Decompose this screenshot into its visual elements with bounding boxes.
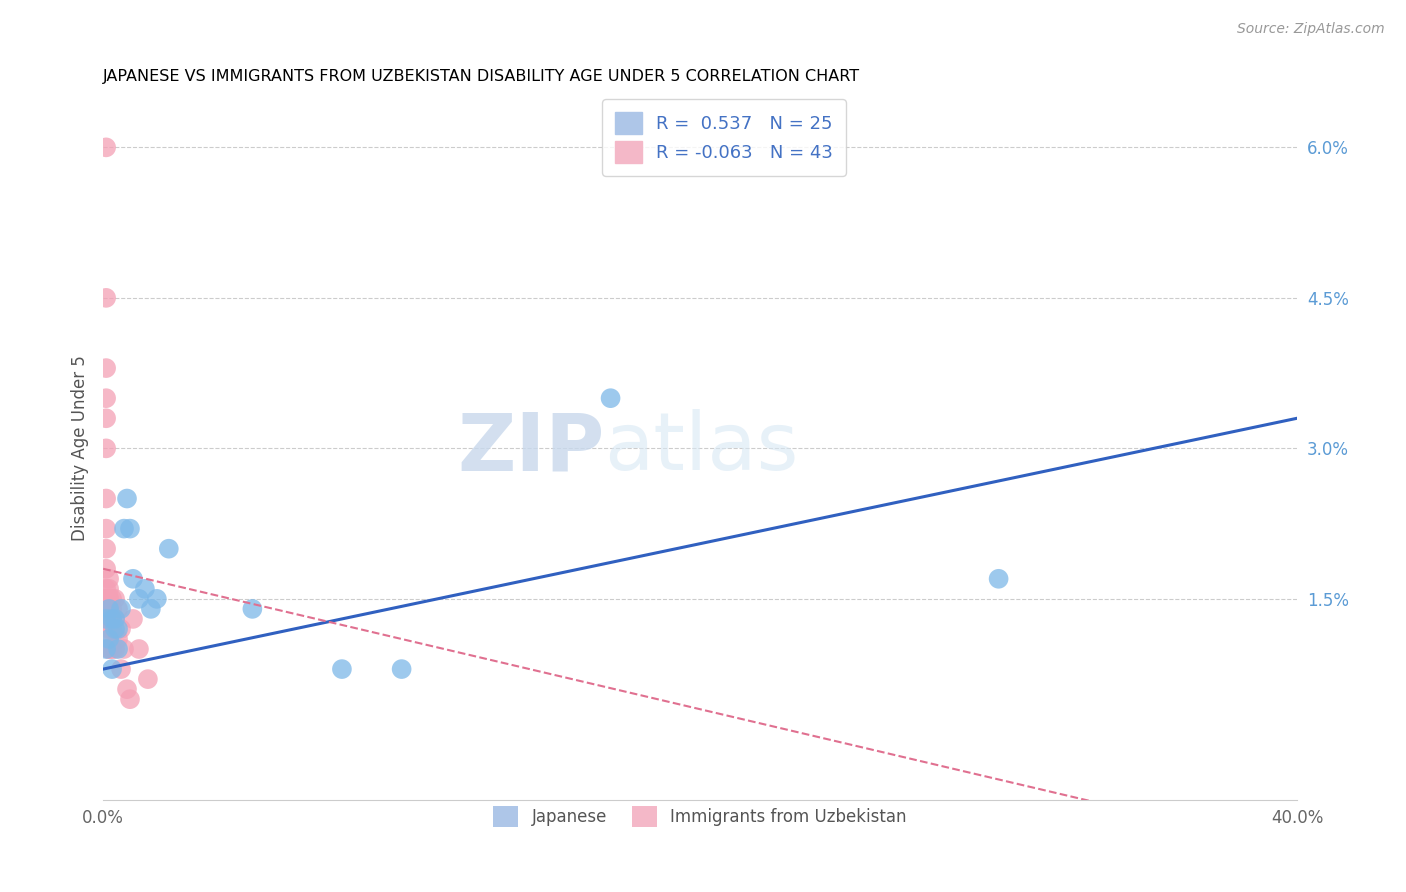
Y-axis label: Disability Age Under 5: Disability Age Under 5: [72, 355, 89, 541]
Text: atlas: atlas: [605, 409, 799, 487]
Point: [94, 442, 117, 456]
Point: [98, 612, 121, 626]
Point: [94, 612, 117, 626]
Point: [112, 642, 135, 657]
Point: [107, 602, 129, 616]
Point: [104, 612, 127, 626]
Point: [115, 491, 138, 506]
Point: [104, 622, 127, 636]
Point: [112, 522, 135, 536]
Point: [94, 411, 117, 425]
Point: [94, 140, 117, 154]
Point: [94, 522, 117, 536]
Point: [94, 361, 117, 376]
Point: [118, 692, 141, 706]
Point: [94, 391, 117, 405]
Point: [94, 582, 117, 596]
Point: [115, 682, 138, 697]
Point: [122, 572, 145, 586]
Point: [134, 582, 156, 596]
Point: [118, 522, 141, 536]
Point: [94, 642, 117, 657]
Point: [101, 602, 124, 616]
Point: [98, 582, 121, 596]
Point: [94, 591, 117, 606]
Point: [146, 591, 169, 606]
Point: [98, 622, 121, 636]
Point: [94, 541, 117, 556]
Point: [104, 612, 127, 626]
Point: [101, 642, 124, 657]
Point: [98, 591, 121, 606]
Point: [128, 591, 150, 606]
Text: Source: ZipAtlas.com: Source: ZipAtlas.com: [1237, 22, 1385, 37]
Point: [101, 591, 124, 606]
Legend: Japanese, Immigrants from Uzbekistan: Japanese, Immigrants from Uzbekistan: [486, 799, 914, 833]
Point: [98, 632, 121, 646]
Point: [98, 602, 121, 616]
Point: [240, 602, 263, 616]
Point: [599, 391, 621, 405]
Text: JAPANESE VS IMMIGRANTS FROM UZBEKISTAN DISABILITY AGE UNDER 5 CORRELATION CHART: JAPANESE VS IMMIGRANTS FROM UZBEKISTAN D…: [103, 69, 860, 84]
Point: [110, 602, 132, 616]
Point: [128, 642, 150, 657]
Point: [391, 662, 413, 676]
Point: [987, 572, 1010, 586]
Point: [107, 632, 129, 646]
Point: [139, 602, 162, 616]
Point: [104, 591, 127, 606]
Point: [98, 602, 121, 616]
Point: [94, 591, 117, 606]
Point: [94, 491, 117, 506]
Point: [101, 622, 124, 636]
Point: [110, 622, 132, 636]
Point: [101, 662, 124, 676]
Point: [104, 642, 127, 657]
Point: [98, 642, 121, 657]
Text: ZIP: ZIP: [457, 409, 605, 487]
Point: [101, 612, 124, 626]
Point: [98, 572, 121, 586]
Point: [107, 642, 129, 657]
Point: [98, 591, 121, 606]
Point: [330, 662, 353, 676]
Point: [94, 562, 117, 576]
Point: [98, 642, 121, 657]
Point: [101, 612, 124, 626]
Point: [107, 622, 129, 636]
Point: [94, 602, 117, 616]
Point: [122, 612, 145, 626]
Point: [94, 291, 117, 305]
Point: [110, 662, 132, 676]
Point: [136, 672, 159, 686]
Point: [98, 632, 121, 646]
Point: [157, 541, 180, 556]
Point: [98, 612, 121, 626]
